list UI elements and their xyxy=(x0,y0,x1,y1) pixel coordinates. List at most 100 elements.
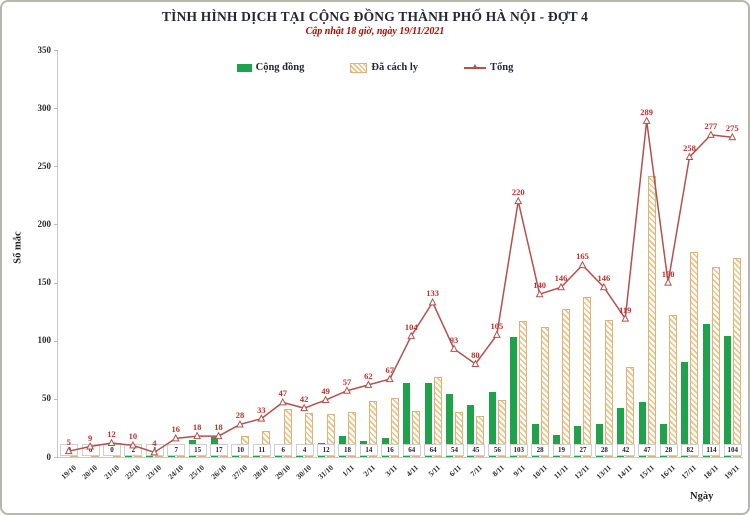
y-tick-mark xyxy=(54,398,58,400)
base-value-label: 15 xyxy=(188,444,207,456)
total-value-label: 93 xyxy=(449,334,459,345)
y-tick-mark xyxy=(54,224,58,226)
total-value-label: 119 xyxy=(619,304,632,315)
base-value-label: 104 xyxy=(723,444,742,456)
bar-da-cach-ly xyxy=(455,411,464,457)
bar-da-cach-ly xyxy=(604,319,613,457)
base-value-label: 12 xyxy=(317,444,336,456)
base-value-label: 54 xyxy=(445,444,464,456)
total-marker-icon xyxy=(578,260,587,269)
bar-cong-dong xyxy=(574,425,582,457)
legend-label-tong: Tổng xyxy=(490,62,514,73)
green-bar-swatch-icon xyxy=(236,63,252,72)
total-value-label: 9 xyxy=(87,432,93,443)
base-value-label: 45 xyxy=(466,444,485,456)
y-tick-mark xyxy=(54,340,58,342)
total-value-label: 18 xyxy=(192,422,202,433)
total-marker-icon xyxy=(664,278,673,286)
bar-da-cach-ly xyxy=(326,413,335,457)
total-marker-icon xyxy=(642,116,651,124)
total-marker-icon xyxy=(385,374,394,383)
total-value-label: 220 xyxy=(511,187,525,198)
base-value-label: 6 xyxy=(274,444,293,456)
bar-da-cach-ly xyxy=(562,309,571,457)
plot-area: 0501001502002503003500519/100920/1001221… xyxy=(38,45,743,481)
y-tick-mark xyxy=(54,108,58,110)
y-tick-label: 300 xyxy=(37,102,52,113)
base-value-label: 10 xyxy=(231,444,250,456)
total-marker-icon xyxy=(471,359,480,367)
total-value-label: 67 xyxy=(385,365,395,376)
total-marker-icon xyxy=(514,196,523,205)
total-marker-icon xyxy=(128,440,137,449)
total-marker-icon xyxy=(621,314,630,322)
bar-cong-dong xyxy=(702,324,710,457)
bar-da-cach-ly xyxy=(369,401,378,457)
bar-cong-dong xyxy=(617,408,625,457)
total-value-label: 16 xyxy=(171,424,180,435)
base-value-label: 4 xyxy=(295,444,314,456)
y-tick-label: 250 xyxy=(37,160,52,171)
bar-cong-dong xyxy=(467,404,475,457)
y-tick-label: 0 xyxy=(46,451,52,462)
total-marker-icon xyxy=(728,132,737,141)
y-tick-label: 200 xyxy=(37,218,52,229)
total-value-label: 146 xyxy=(554,273,568,284)
base-value-label: 28 xyxy=(659,444,678,456)
y-tick-label: 100 xyxy=(37,335,52,346)
bar-da-cach-ly xyxy=(519,320,528,457)
total-value-label: 277 xyxy=(704,120,718,131)
x-axis-label: Ngày xyxy=(690,491,714,502)
bar-cong-dong xyxy=(424,382,432,457)
bar-cong-dong xyxy=(146,455,154,457)
base-value-label: 64 xyxy=(424,444,443,456)
base-value-label: 27 xyxy=(573,444,592,456)
bar-da-cach-ly xyxy=(540,326,549,457)
total-marker-icon xyxy=(364,380,373,388)
total-value-label: 105 xyxy=(490,320,504,331)
total-value-label: 10 xyxy=(128,431,138,442)
total-marker-icon xyxy=(278,397,287,406)
y-tick-mark xyxy=(54,166,58,168)
total-marker-icon xyxy=(300,403,309,412)
legend-item-tong: Tổng xyxy=(464,62,513,73)
bar-cong-dong xyxy=(531,424,539,457)
bar-da-cach-ly xyxy=(647,175,656,457)
total-value-label: 62 xyxy=(364,370,373,381)
base-value-label: 103 xyxy=(509,444,528,456)
total-value-label: 28 xyxy=(235,410,245,421)
bar-da-cach-ly xyxy=(390,397,399,457)
y-tick-mark xyxy=(54,282,58,284)
legend-label-cong-dong: Cộng đồng xyxy=(255,62,305,73)
total-marker-icon xyxy=(599,282,608,291)
bar-cong-dong xyxy=(638,402,646,457)
total-value-label: 12 xyxy=(107,429,116,440)
total-value-label: 57 xyxy=(342,376,352,387)
base-value-label: 17 xyxy=(210,444,229,456)
base-value-label: 64 xyxy=(402,444,421,456)
base-value-label: 11 xyxy=(252,444,271,456)
base-value-label: 28 xyxy=(531,444,550,456)
total-marker-icon xyxy=(407,331,416,340)
bar-da-cach-ly xyxy=(669,315,678,457)
bar-da-cach-ly xyxy=(476,416,485,457)
total-marker-icon xyxy=(150,447,159,456)
total-value-label: 140 xyxy=(533,280,547,291)
legend-item-cong-dong: Cộng đồng xyxy=(236,62,305,73)
legend: Cộng đồng Đã cách ly Tổng xyxy=(2,62,748,73)
base-value-label: 42 xyxy=(616,444,635,456)
bar-da-cach-ly xyxy=(711,267,720,457)
total-marker-icon xyxy=(706,130,715,138)
total-value-label: 18 xyxy=(214,422,223,433)
base-value-label: 19 xyxy=(552,444,571,456)
line-swatch-icon xyxy=(464,63,487,69)
total-value-label: 258 xyxy=(683,142,696,153)
base-value-label: 16 xyxy=(381,444,400,456)
total-marker-icon xyxy=(428,297,437,306)
total-marker-icon xyxy=(685,152,694,160)
total-marker-icon xyxy=(64,446,73,455)
bar-da-cach-ly xyxy=(497,400,506,457)
total-marker-icon xyxy=(492,330,501,338)
total-value-label: 47 xyxy=(278,388,288,399)
